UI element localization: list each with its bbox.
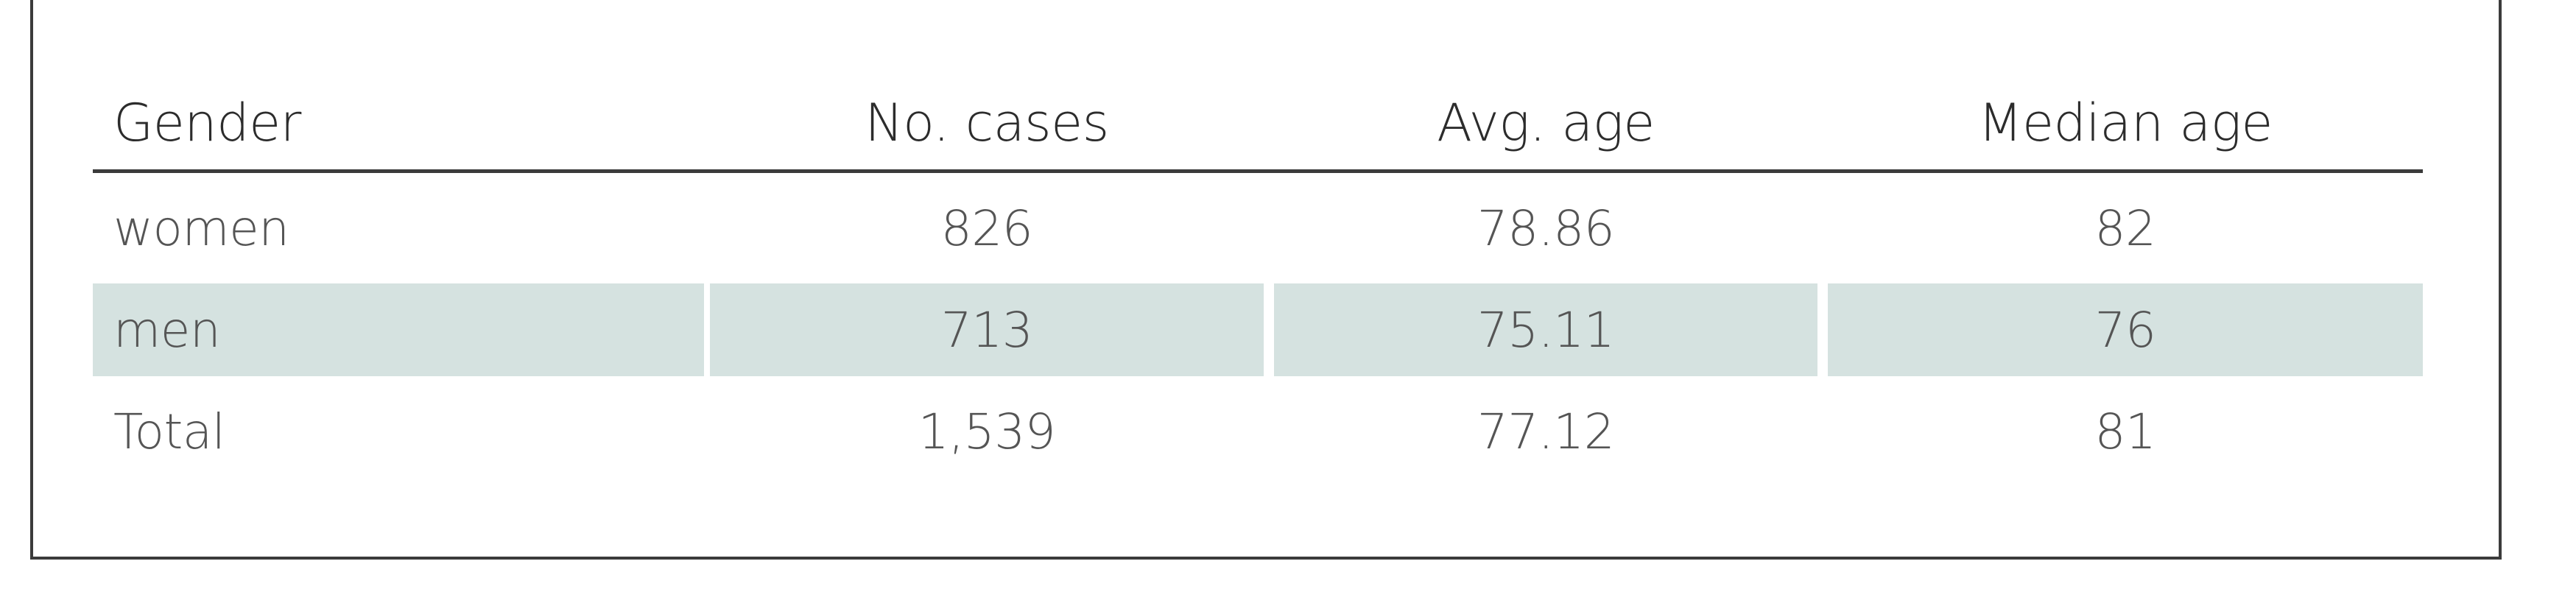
- table-row: Total 1,539 77.12 81: [93, 381, 2423, 482]
- row-shade: [710, 283, 1264, 376]
- header-gender: Gender: [113, 93, 301, 153]
- cell-avg-age: 78.86: [1477, 200, 1615, 257]
- cell-avg-age: 77.12: [1477, 403, 1615, 460]
- row-shade: [93, 283, 704, 376]
- table-row: men 713 75.11 76: [93, 279, 2423, 381]
- header-avg-age: Avg. age: [1437, 93, 1655, 153]
- cell-no-cases: 826: [940, 200, 1033, 257]
- cell-gender: men: [113, 301, 221, 359]
- data-table: Gender No. cases Avg. age Median age wom…: [93, 85, 2423, 482]
- cell-gender: Total: [113, 403, 225, 460]
- cell-median-age: 76: [2094, 301, 2156, 359]
- cell-avg-age: 75.11: [1477, 301, 1615, 359]
- cell-no-cases: 1,539: [918, 403, 1056, 460]
- cell-no-cases: 713: [940, 301, 1033, 359]
- cell-median-age: 82: [2094, 200, 2156, 257]
- table-row: women 826 78.86 82: [93, 177, 2423, 279]
- header-no-cases: No. cases: [865, 93, 1109, 153]
- table-frame: [30, 0, 2502, 560]
- cell-median-age: 81: [2094, 403, 2156, 460]
- table-header-row: Gender No. cases Avg. age Median age: [93, 85, 2423, 173]
- row-shade: [1828, 283, 2423, 376]
- header-median-age: Median age: [1978, 93, 2273, 153]
- row-shade: [1274, 283, 1817, 376]
- cell-gender: women: [113, 200, 289, 257]
